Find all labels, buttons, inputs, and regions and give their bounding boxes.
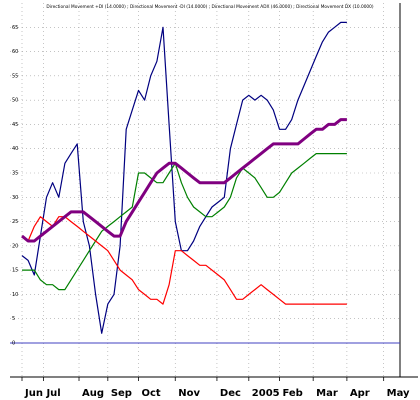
series-line-0 <box>21 21 347 334</box>
y-tick-label: 60 <box>12 49 18 55</box>
x-tick-label: Sep <box>111 388 132 399</box>
y-tick-label: 65 <box>12 25 18 31</box>
y-tick-labels: 0 5 10 15 20 25 30 35 40 45 50 55 60 65 <box>12 25 18 347</box>
series-line-3 <box>21 118 347 243</box>
x-tick-label: Dec <box>220 388 241 399</box>
x-tick-label: Nov <box>178 388 200 399</box>
y-tick-label: 15 <box>12 268 18 274</box>
x-tick-label: Apr <box>350 388 370 399</box>
y-tick-label: 5 <box>12 316 15 322</box>
grid-layer <box>10 3 400 381</box>
y-tick-label: 50 <box>12 98 18 104</box>
x-tick-label: Jun <box>24 388 43 399</box>
series-line-1 <box>22 153 347 291</box>
y-tick-label: 30 <box>12 195 18 201</box>
x-tick-label: Oct <box>141 388 160 399</box>
x-tick-labels: JunJulAugSepOctNovDec2005FebMarAprMayJun… <box>24 388 410 399</box>
x-tick-label: Feb <box>282 388 302 399</box>
y-tick-label: 25 <box>12 219 18 225</box>
x-tick-label: 2005 <box>252 388 280 399</box>
y-tick-label: 45 <box>12 122 18 128</box>
series-layer <box>21 21 347 334</box>
y-tick-label: 35 <box>12 171 18 177</box>
x-tick-label: May <box>387 388 410 399</box>
y-tick-label: 40 <box>12 146 18 152</box>
y-tick-label: 0 <box>12 341 15 347</box>
y-tick-label: 20 <box>12 243 18 249</box>
x-tick-label: Jul <box>45 388 60 399</box>
y-tick-label: 55 <box>12 73 18 79</box>
x-tick-label: Aug <box>82 388 104 399</box>
chart-title: Directional Movement +DI (14.0000) ; Dir… <box>46 4 373 10</box>
y-tick-label: 10 <box>12 292 18 298</box>
x-tick-label: Mar <box>316 388 338 399</box>
series-line-2 <box>21 216 347 305</box>
